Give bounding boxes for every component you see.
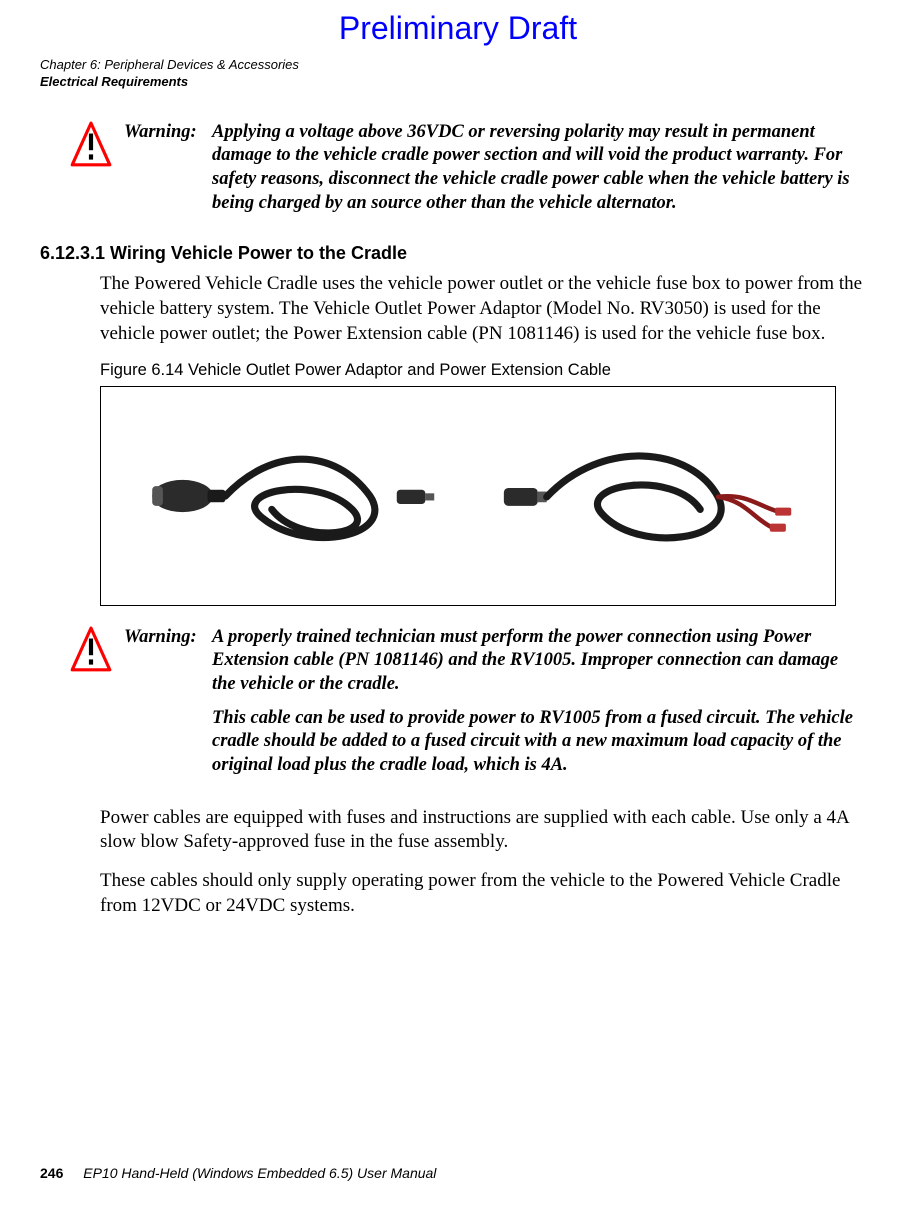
page-footer: 246 EP10 Hand-Held (Windows Embedded 6.5… — [40, 1165, 436, 1181]
warning-1-body: Applying a voltage above 36VDC or revers… — [212, 121, 864, 216]
warning-icon — [70, 121, 112, 169]
chapter-line: Chapter 6: Peripheral Devices & Accessor… — [40, 57, 876, 74]
page-number: 246 — [40, 1165, 63, 1181]
section-para-1: The Powered Vehicle Cradle uses the vehi… — [100, 272, 876, 346]
section-heading: 6.12.3.1 Wiring Vehicle Power to the Cra… — [40, 243, 876, 264]
warning-1-text: Warning:Applying a voltage above 36VDC o… — [124, 121, 876, 216]
warning-2-text: Warning:A properly trained technician mu… — [124, 626, 876, 778]
warning-block-1: Warning:Applying a voltage above 36VDC o… — [70, 121, 876, 216]
warning-label: Warning: — [124, 121, 206, 145]
warning-2-para1: A properly trained technician must perfo… — [212, 626, 864, 697]
figure-6-14 — [100, 386, 836, 606]
warning-2-para2: This cable can be used to provide power … — [212, 707, 864, 778]
warning-label: Warning: — [124, 626, 206, 650]
warning-block-2: Warning:A properly trained technician mu… — [70, 626, 876, 778]
warning-icon — [70, 626, 112, 674]
manual-title: EP10 Hand-Held (Windows Embedded 6.5) Us… — [83, 1165, 436, 1181]
figure-caption: Figure 6.14 Vehicle Outlet Power Adaptor… — [100, 361, 876, 380]
power-extension-cable-image — [486, 416, 807, 576]
chapter-header: Chapter 6: Peripheral Devices & Accessor… — [40, 57, 876, 91]
after-warning-para-1: Power cables are equipped with fuses and… — [100, 806, 876, 855]
chapter-subheading: Electrical Requirements — [40, 74, 876, 91]
vehicle-outlet-adaptor-image — [129, 416, 450, 576]
preliminary-draft-watermark: Preliminary Draft — [40, 10, 876, 47]
after-warning-para-2: These cables should only supply operatin… — [100, 869, 876, 918]
